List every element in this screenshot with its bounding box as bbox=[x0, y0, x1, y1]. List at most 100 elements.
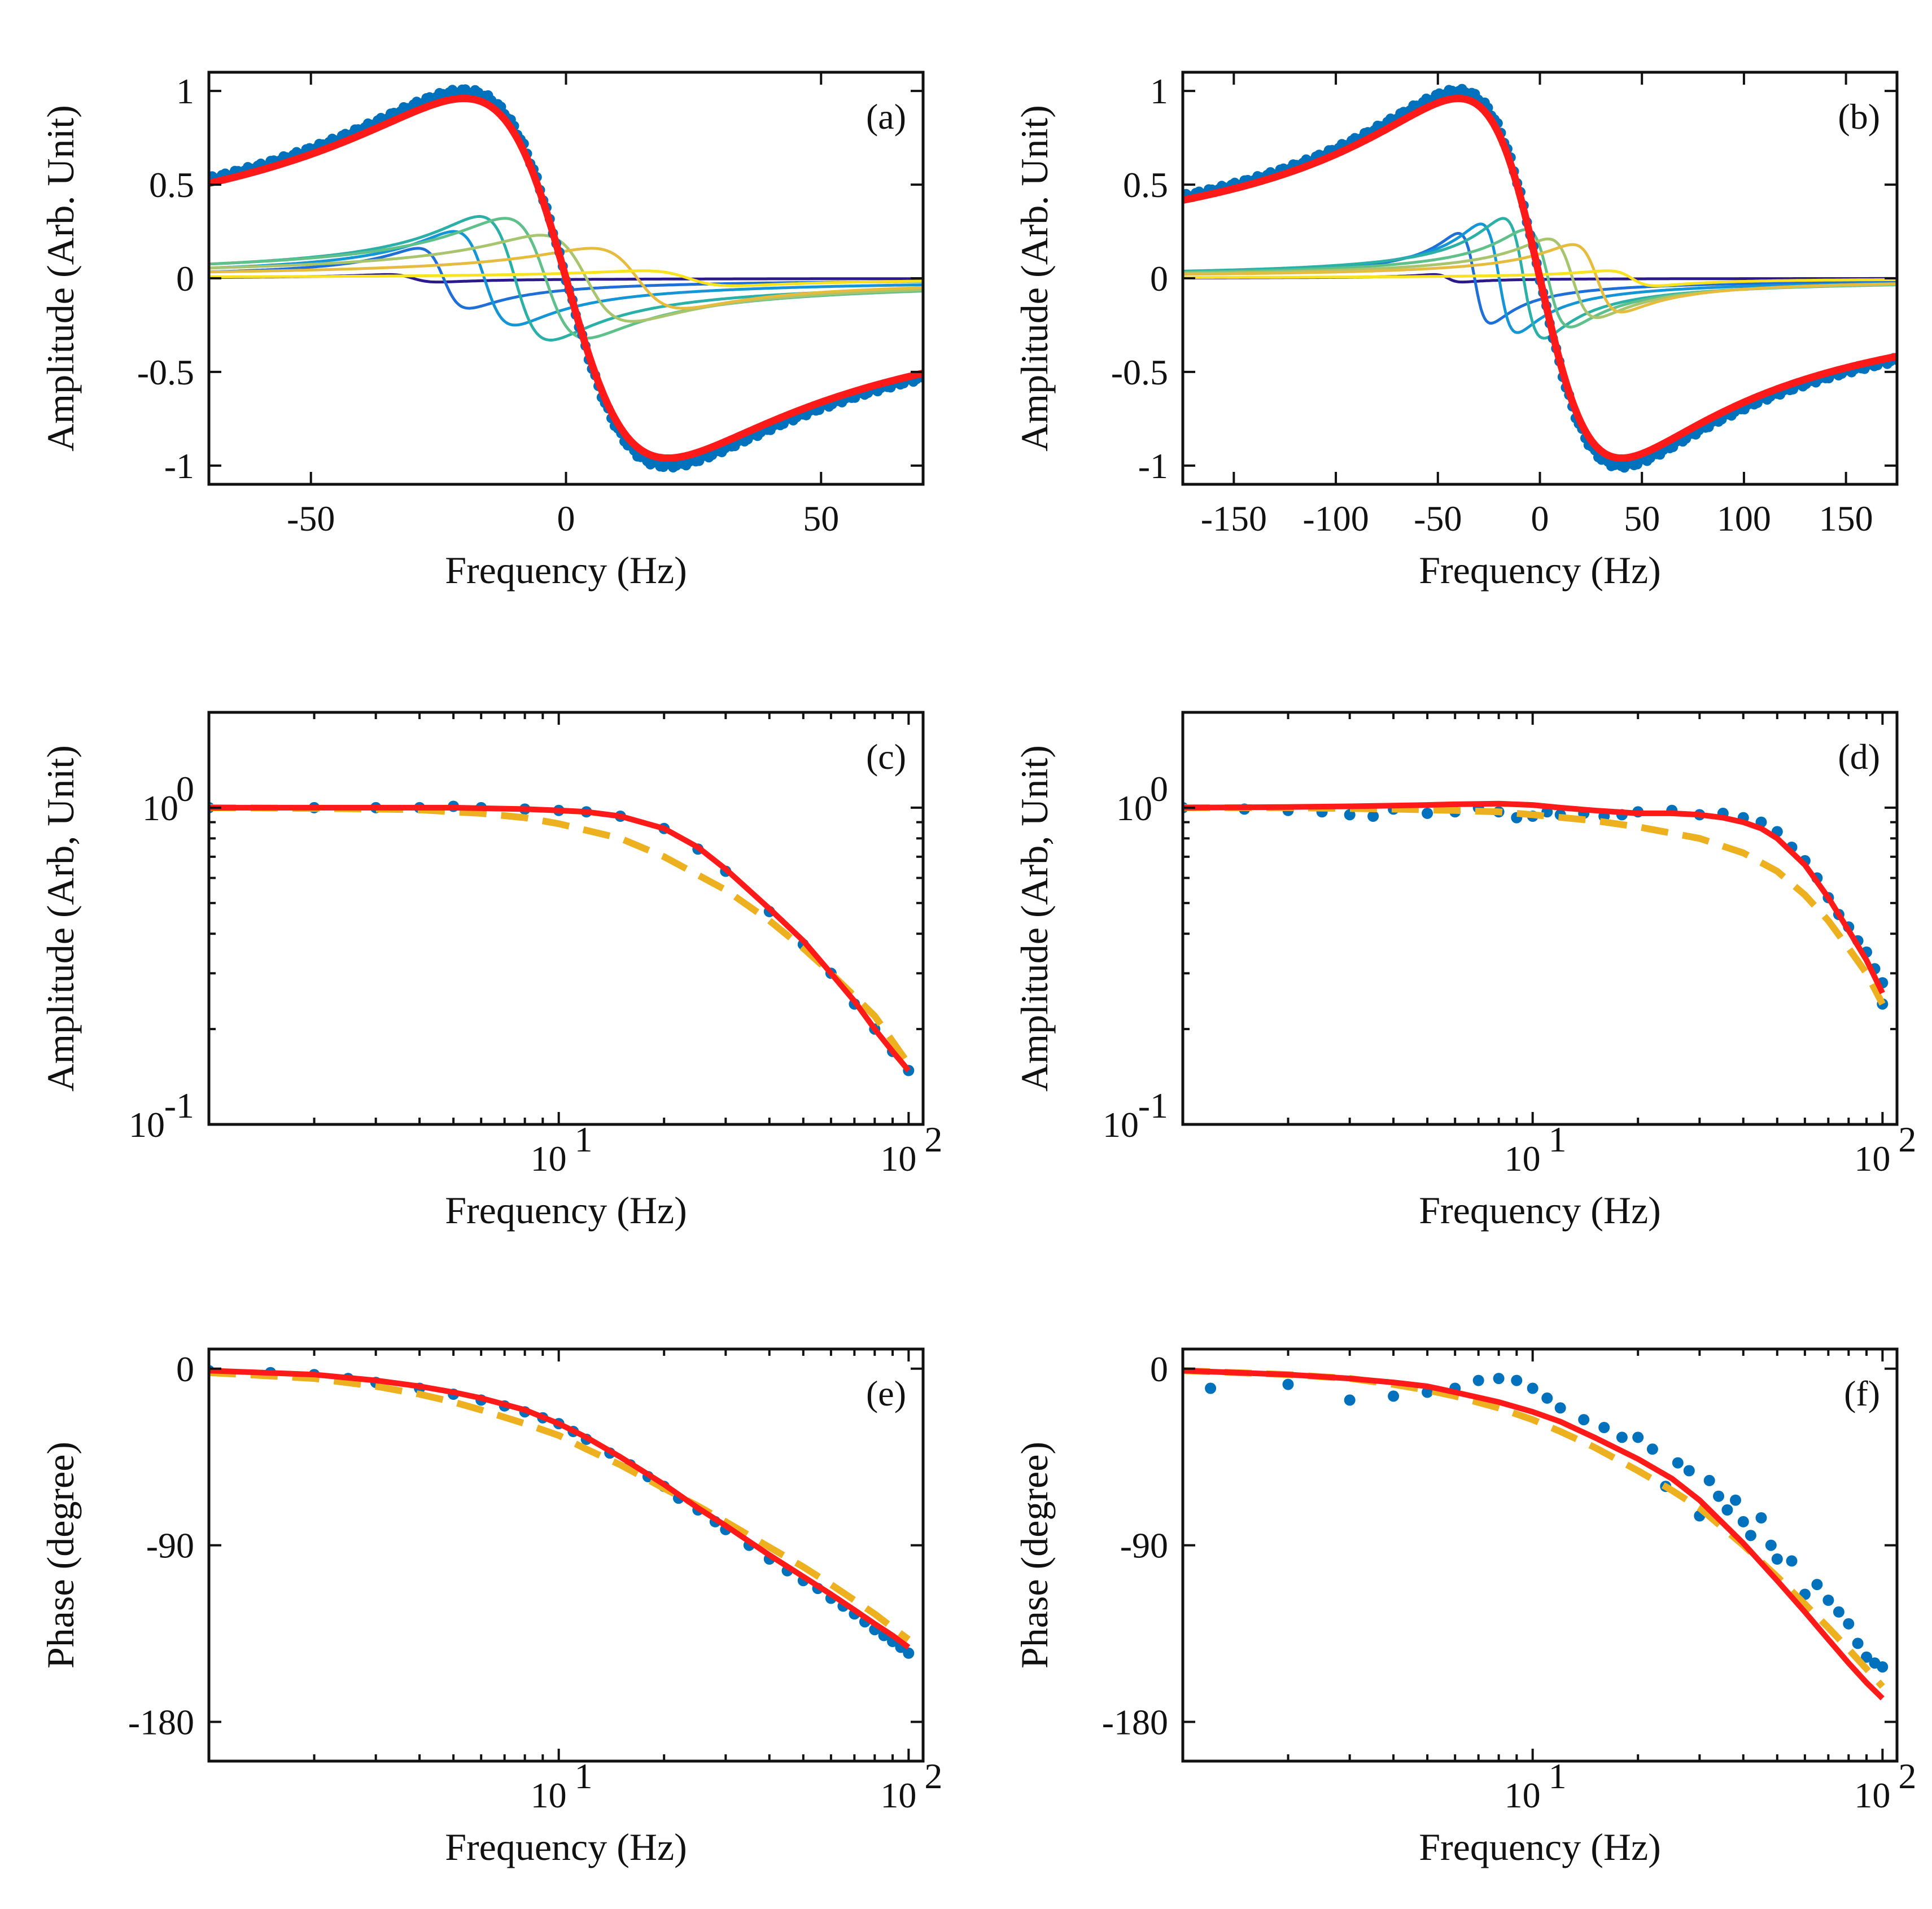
x-tick-label: 50 bbox=[803, 498, 839, 538]
fit-line bbox=[1183, 800, 1885, 995]
plot-area bbox=[1183, 800, 1889, 1010]
x-tick-label: -50 bbox=[1414, 498, 1462, 538]
x-axis-label: Frequency (Hz) bbox=[1419, 1825, 1661, 1868]
x-tick-exponent: 2 bbox=[924, 1119, 942, 1159]
data-point bbox=[1672, 1457, 1684, 1469]
x-axis-label: Frequency (Hz) bbox=[1419, 1189, 1661, 1232]
y-tick-label: -1 bbox=[164, 446, 194, 486]
plot-area bbox=[209, 1365, 915, 1659]
measured-series bbox=[1183, 802, 1889, 1010]
panel-label: (e) bbox=[866, 1373, 906, 1413]
x-axis-label: Frequency (Hz) bbox=[445, 1189, 687, 1232]
y-tick-label: -1 bbox=[1138, 446, 1168, 486]
y-tick-label: 0 bbox=[1150, 1349, 1168, 1389]
ticks bbox=[1183, 72, 1897, 484]
y-axis-label: Amplitude (Arb, Unit) bbox=[39, 745, 82, 1092]
data-point bbox=[1737, 1516, 1749, 1527]
panel-label: (f) bbox=[1844, 1373, 1880, 1413]
data-point bbox=[1861, 1651, 1872, 1663]
data-point bbox=[1745, 1530, 1756, 1542]
x-tick-exponent: 1 bbox=[575, 1119, 593, 1159]
x-tick-exponent: 2 bbox=[924, 1756, 942, 1796]
ticks bbox=[209, 72, 923, 484]
panel-label: (d) bbox=[1838, 737, 1880, 777]
data-point bbox=[1554, 1402, 1566, 1414]
data-point bbox=[1852, 1637, 1864, 1649]
x-axis-label: Frequency (Hz) bbox=[445, 1825, 687, 1868]
x-tick-label: -100 bbox=[1302, 498, 1369, 538]
data-point bbox=[1511, 1374, 1523, 1386]
data-point bbox=[1822, 1595, 1834, 1606]
x-tick-label: -50 bbox=[287, 498, 335, 538]
y-tick-label: 1 bbox=[176, 71, 194, 111]
x-tick-label: 10 bbox=[1505, 1775, 1541, 1815]
y-tick-label: -0.5 bbox=[137, 352, 194, 392]
model-line bbox=[1183, 1367, 1885, 1689]
x-tick-label: 10 bbox=[1505, 1139, 1541, 1179]
data-point bbox=[1786, 1555, 1798, 1567]
data-point bbox=[1527, 1382, 1538, 1394]
y-tick-label: -90 bbox=[1120, 1526, 1168, 1566]
data-point bbox=[1713, 1490, 1724, 1502]
model-line bbox=[1183, 804, 1886, 1006]
x-tick-label: 10 bbox=[531, 1775, 567, 1815]
data-point bbox=[1646, 1443, 1658, 1455]
component-curve-3 bbox=[209, 230, 923, 327]
y-axis-label: Phase (degree) bbox=[1013, 1442, 1056, 1669]
axes-box bbox=[1181, 1347, 1899, 1763]
y-axis-label: Amplitude (Arb, Unit) bbox=[1013, 745, 1056, 1092]
measured-series bbox=[1205, 1373, 1889, 1673]
x-tick-label: -150 bbox=[1201, 498, 1267, 538]
fit-line bbox=[209, 95, 923, 462]
y-tick-label: 0 bbox=[176, 1349, 194, 1389]
model-line bbox=[209, 804, 912, 1066]
data-point bbox=[1344, 1394, 1356, 1406]
data-point bbox=[1578, 1414, 1590, 1426]
data-point bbox=[1616, 1431, 1628, 1443]
y-tick-exponent: 0 bbox=[1150, 769, 1168, 809]
fit-line bbox=[209, 804, 911, 1072]
y-tick-label: 0.5 bbox=[149, 165, 194, 205]
data-point bbox=[1843, 1618, 1855, 1630]
plot-area bbox=[1183, 1367, 1889, 1701]
fit-line bbox=[209, 1368, 911, 1650]
y-tick-label: 10 bbox=[1116, 788, 1152, 828]
x-axis-label: Frequency (Hz) bbox=[445, 549, 687, 592]
x-tick-exponent: 2 bbox=[1898, 1756, 1916, 1796]
fit-line bbox=[1183, 95, 1897, 462]
data-point bbox=[903, 1647, 915, 1659]
component-curve-7 bbox=[1183, 243, 1897, 314]
ticks bbox=[209, 1349, 923, 1761]
data-point bbox=[1771, 1553, 1783, 1565]
x-tick-exponent: 1 bbox=[1549, 1119, 1567, 1159]
data-point bbox=[1367, 811, 1379, 822]
component-curve-6 bbox=[209, 234, 923, 323]
x-tick-label: 100 bbox=[1717, 498, 1771, 538]
x-tick-label: 10 bbox=[880, 1775, 916, 1815]
data-point bbox=[1833, 1606, 1844, 1618]
axes-box bbox=[207, 711, 925, 1126]
x-tick-label: 50 bbox=[1624, 498, 1660, 538]
y-tick-label: 0 bbox=[1150, 259, 1168, 299]
y-tick-label: -90 bbox=[146, 1526, 194, 1566]
data-point bbox=[1493, 1373, 1505, 1385]
data-point bbox=[1877, 1661, 1889, 1673]
axes-box bbox=[1181, 711, 1899, 1126]
panel-b: -150 -100 -50 0 50 100 150 1 0.5 0 -0.5 -1 Frequency… bbox=[1013, 71, 1899, 592]
y-tick-label: -0.5 bbox=[1111, 352, 1168, 392]
x-tick-exponent: 1 bbox=[1549, 1756, 1567, 1796]
data-point bbox=[1755, 1512, 1767, 1523]
y-tick-label: -180 bbox=[128, 1702, 194, 1742]
data-point bbox=[1388, 1390, 1400, 1402]
x-tick-label: 10 bbox=[1854, 1139, 1890, 1179]
x-axis-label: Frequency (Hz) bbox=[1419, 549, 1661, 592]
panel-label: (b) bbox=[1838, 97, 1880, 137]
y-axis-label: Amplitude (Arb. Unit) bbox=[1013, 105, 1056, 452]
data-point bbox=[1282, 1378, 1294, 1390]
data-point bbox=[1598, 1422, 1610, 1433]
y-tick-label: 0.5 bbox=[1123, 165, 1168, 205]
